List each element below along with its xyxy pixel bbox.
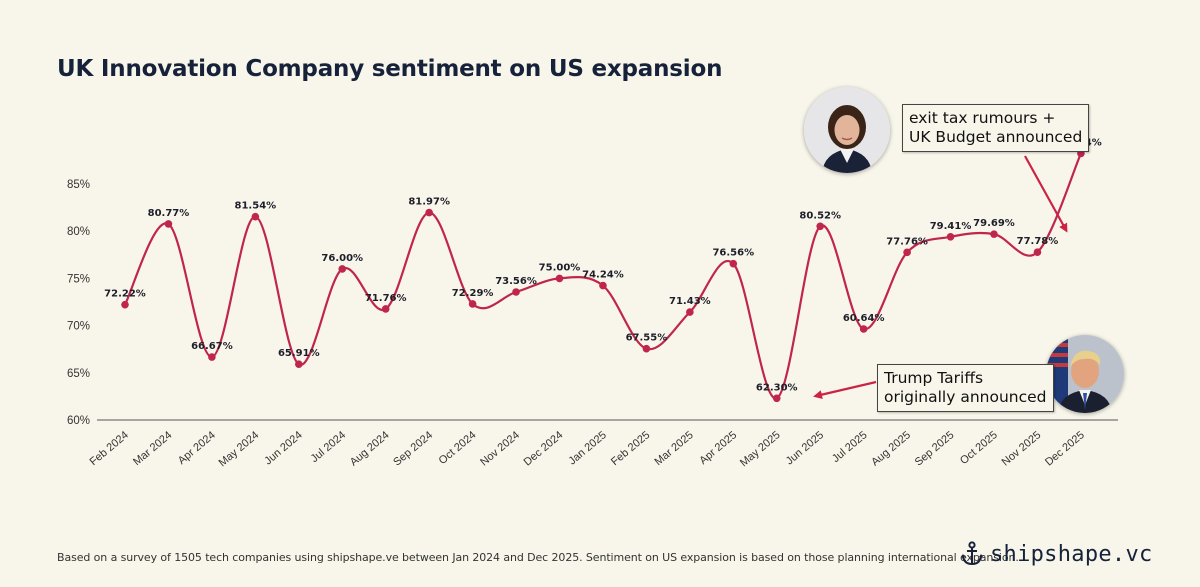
x-tick-label: Aug 2025 xyxy=(869,429,913,468)
x-tick-label: Dec 2025 xyxy=(1043,429,1087,468)
y-tick-label: 65% xyxy=(67,368,90,380)
data-label: 72.29% xyxy=(452,288,494,299)
data-label: 81.97% xyxy=(408,197,450,208)
data-point xyxy=(772,394,781,403)
data-label: 60.64% xyxy=(843,313,885,324)
data-label: 71.76% xyxy=(365,293,407,304)
data-label: 62.30% xyxy=(756,382,798,393)
y-tick-label: 60% xyxy=(67,415,90,427)
data-points xyxy=(121,149,1085,403)
page-title: UK Innovation Company sentiment on US ex… xyxy=(57,56,723,82)
data-point xyxy=(555,274,564,283)
data-point xyxy=(859,325,868,333)
annotation-arrow-uk-budget xyxy=(1024,155,1068,233)
brand-name: shipshape.vc xyxy=(990,541,1153,567)
data-point xyxy=(208,353,216,361)
line-chart: 60%65%70%75%80%85% Feb 2024 Mar 2024 Apr 2… xyxy=(67,137,1118,469)
annotation-tariffs-line-1: Trump Tariffs xyxy=(884,369,984,387)
data-point xyxy=(512,288,520,296)
x-tick-label: Sep 2024 xyxy=(391,429,435,468)
data-label: 65.91% xyxy=(278,348,320,359)
data-point xyxy=(946,232,955,241)
data-label: 81.54% xyxy=(235,201,277,212)
series-line xyxy=(124,152,1082,400)
x-tick-label: May 2024 xyxy=(217,429,262,469)
x-tick-label: Jun 2025 xyxy=(784,429,826,467)
y-tick-label: 75% xyxy=(67,273,90,285)
annotation-uk-budget-line-1: exit tax rumours + xyxy=(909,109,1056,127)
data-label: 76.56% xyxy=(712,248,754,259)
data-point xyxy=(599,281,607,290)
data-point xyxy=(164,220,173,228)
data-label: 77.76% xyxy=(886,236,928,247)
x-tick-label: Jan 2025 xyxy=(566,429,608,467)
x-tick-label: Nov 2025 xyxy=(1000,429,1044,468)
data-label: 73.56% xyxy=(495,276,537,287)
data-label: 75.00% xyxy=(539,262,581,273)
data-label: 67.55% xyxy=(626,333,668,344)
data-point xyxy=(1033,248,1042,256)
anchor-icon xyxy=(961,541,983,566)
x-tick-label: Oct 2024 xyxy=(437,429,479,467)
data-point xyxy=(381,305,390,313)
y-axis: 60% 65% 70% 75% 80% 85% xyxy=(67,179,90,427)
annotation-tariffs: Trump Tariffs originally announced xyxy=(877,364,1054,412)
x-tick-label: Sep 2025 xyxy=(913,429,957,468)
annotation-uk-budget-line-2: UK Budget announced xyxy=(909,128,1083,146)
data-point xyxy=(903,248,911,257)
annotation-uk-budget: exit tax rumours + UK Budget announced xyxy=(902,104,1090,152)
data-label: 72.22% xyxy=(104,289,146,300)
y-tick-label: 85% xyxy=(67,179,90,191)
x-tick-label: Mar 2024 xyxy=(131,429,174,468)
data-point xyxy=(121,300,129,309)
x-tick-label: Jun 2024 xyxy=(262,429,304,467)
data-label: 66.67% xyxy=(191,341,233,352)
data-label: 76.00% xyxy=(321,253,363,264)
data-point xyxy=(686,308,694,316)
data-point xyxy=(295,360,303,369)
data-point xyxy=(990,230,998,238)
footnote: Based on a survey of 1505 tech companies… xyxy=(57,551,1019,564)
woman-portrait-icon xyxy=(804,87,890,173)
data-point xyxy=(338,265,347,273)
x-tick-label: Apr 2024 xyxy=(176,429,218,467)
x-tick-label: Mar 2025 xyxy=(652,429,695,468)
data-point xyxy=(425,208,433,217)
data-point xyxy=(729,259,738,268)
brand-logo[interactable]: shipshape.vc xyxy=(960,541,1153,567)
data-labels: 72.22% 80.77% 66.67% 81.54% 65.91% 76.00% 71.7… xyxy=(104,137,1102,393)
data-point xyxy=(251,212,260,221)
y-tick-label: 70% xyxy=(67,321,90,333)
data-label: 80.52% xyxy=(799,210,841,221)
x-tick-label: Jul 2024 xyxy=(309,429,349,465)
data-point xyxy=(468,300,477,308)
data-point xyxy=(816,222,824,231)
x-tick-label: Nov 2024 xyxy=(478,429,522,468)
x-tick-label: Apr 2025 xyxy=(697,429,739,467)
y-tick-label: 80% xyxy=(67,226,90,238)
x-tick-label: May 2025 xyxy=(738,429,783,469)
data-label: 80.77% xyxy=(148,208,190,219)
x-tick-label: Dec 2024 xyxy=(522,429,566,468)
data-label: 71.43% xyxy=(669,296,711,307)
data-label: 74.24% xyxy=(582,270,624,281)
annotation-arrow-tariffs xyxy=(813,380,877,400)
x-tick-label: Oct 2025 xyxy=(958,429,1000,467)
man-portrait-icon xyxy=(1046,335,1124,413)
data-label: 77.78% xyxy=(1017,236,1059,247)
data-label: 79.41% xyxy=(930,221,972,232)
data-point xyxy=(642,344,651,353)
x-tick-label: Jul 2025 xyxy=(830,429,870,465)
x-tick-label: Feb 2024 xyxy=(88,429,131,468)
x-tick-label: Aug 2024 xyxy=(348,429,392,468)
annotation-tariffs-line-2: originally announced xyxy=(884,388,1047,406)
data-label: 79.69% xyxy=(973,218,1015,229)
x-tick-label: Feb 2025 xyxy=(609,429,652,468)
